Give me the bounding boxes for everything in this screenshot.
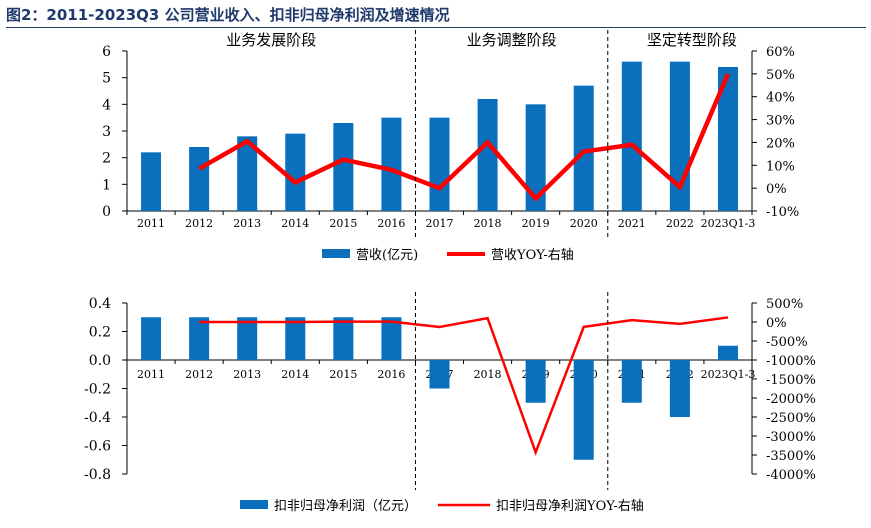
x-axis-tick-label: 2021 xyxy=(618,217,646,230)
x-axis-tick-label: 2015 xyxy=(329,368,357,381)
right-axis-tick-label: -10% xyxy=(766,205,799,220)
right-axis-tick-label: 0% xyxy=(766,182,787,197)
left-axis-tick-label: 4 xyxy=(102,97,111,113)
left-axis-tick-label: 0.0 xyxy=(89,353,111,369)
bar xyxy=(621,61,642,211)
left-axis-tick-label: 0.4 xyxy=(89,296,111,312)
x-axis-tick-label: 2019 xyxy=(522,217,550,230)
right-axis-tick-label: -500% xyxy=(766,335,808,350)
right-axis-tick-label: -4000% xyxy=(766,468,816,483)
right-axis-tick-label: 10% xyxy=(766,159,795,174)
bar xyxy=(333,123,354,211)
line-series xyxy=(198,72,731,202)
bar xyxy=(429,360,450,389)
bar xyxy=(429,117,450,211)
left-axis-tick-label: 6 xyxy=(102,44,111,60)
right-axis-tick-label: 500% xyxy=(766,297,803,312)
bar xyxy=(621,360,642,403)
right-axis-tick-label: -3000% xyxy=(766,430,816,445)
bar xyxy=(381,117,402,211)
legend-bar-label: 扣非归母净利润（亿元） xyxy=(274,499,417,514)
phase-label: 业务发展阶段 xyxy=(226,31,316,49)
bar xyxy=(285,133,306,211)
x-axis-tick-label: 2022 xyxy=(666,217,694,230)
left-axis-tick-label: 0 xyxy=(102,204,111,220)
left-axis-tick-label: -0.4 xyxy=(84,410,111,426)
legend-bar-label: 营收(亿元) xyxy=(356,248,418,263)
x-axis-tick-label: 2013 xyxy=(233,217,261,230)
left-axis-tick-label: -0.2 xyxy=(84,382,111,398)
bar xyxy=(237,317,258,360)
x-axis-tick-label: 2013 xyxy=(233,368,261,381)
x-axis-tick-label: 2020 xyxy=(570,217,598,230)
bar xyxy=(141,152,162,211)
bar xyxy=(381,317,402,360)
left-axis-tick-label: 5 xyxy=(102,71,111,87)
bar xyxy=(669,360,690,417)
bar xyxy=(525,360,546,403)
x-axis-tick-label: 2023Q1-3 xyxy=(701,368,756,381)
x-axis-tick-label: 2023Q1-3 xyxy=(701,217,756,230)
bar xyxy=(285,317,306,360)
x-axis-tick-label: 2018 xyxy=(474,217,502,230)
right-axis-tick-label: 0% xyxy=(766,316,787,331)
bar xyxy=(237,136,258,211)
bar xyxy=(333,317,354,360)
left-axis-tick-label: 3 xyxy=(102,124,111,140)
right-axis-tick-label: 50% xyxy=(766,68,795,83)
right-axis-tick-label: 40% xyxy=(766,91,795,106)
x-axis-tick-label: 2015 xyxy=(329,217,357,230)
left-axis-tick-label: 1 xyxy=(102,177,111,193)
x-axis-tick-label: 2012 xyxy=(185,368,213,381)
line-series xyxy=(199,316,729,456)
bar xyxy=(717,67,738,211)
left-axis-tick-label: 0.2 xyxy=(89,325,111,341)
right-axis-tick-label: -3500% xyxy=(766,449,816,464)
x-axis-tick-label: 2018 xyxy=(474,368,502,381)
left-axis-tick-label: 2 xyxy=(102,151,111,167)
bar xyxy=(477,99,498,211)
right-axis-tick-label: -2500% xyxy=(766,411,816,426)
bar xyxy=(141,317,162,360)
x-axis-tick-label: 2014 xyxy=(281,368,309,381)
x-axis-tick-label: 2017 xyxy=(426,217,454,230)
right-axis-tick-label: 20% xyxy=(766,136,795,151)
left-axis-tick-label: -0.8 xyxy=(84,467,111,483)
bar xyxy=(525,104,546,211)
x-axis-tick-label: 2016 xyxy=(377,368,405,381)
right-axis-tick-label: -1500% xyxy=(766,373,816,388)
bar xyxy=(717,345,738,360)
right-axis-tick-label: -1000% xyxy=(766,354,816,369)
phase-label: 业务调整阶段 xyxy=(467,31,557,49)
legend-bar-swatch xyxy=(322,249,350,258)
legend-line-label: 扣非归母净利润YOY-右轴 xyxy=(496,499,644,514)
legend-bar-swatch xyxy=(240,500,268,509)
phase-label: 坚定转型阶段 xyxy=(647,31,737,49)
right-axis-tick-label: 60% xyxy=(766,45,795,60)
x-axis-tick-label: 2012 xyxy=(185,217,213,230)
bar xyxy=(573,85,594,211)
legend-line-label: 营收YOY-右轴 xyxy=(491,248,574,263)
x-axis-tick-label: 2014 xyxy=(281,217,309,230)
right-axis-tick-label: -2000% xyxy=(766,392,816,407)
bar xyxy=(189,147,210,211)
x-axis-tick-label: 2011 xyxy=(137,368,165,381)
left-axis-tick-label: -0.6 xyxy=(84,439,111,455)
bar xyxy=(573,360,594,460)
x-axis-tick-label: 2016 xyxy=(377,217,405,230)
title-rule xyxy=(6,27,866,28)
page-title: 图2：2011-2023Q3 公司营业收入、扣非归母净利润及增速情况 xyxy=(6,6,450,24)
x-axis-tick-label: 2011 xyxy=(137,217,165,230)
bar xyxy=(189,317,210,360)
right-axis-tick-label: 30% xyxy=(766,114,795,129)
